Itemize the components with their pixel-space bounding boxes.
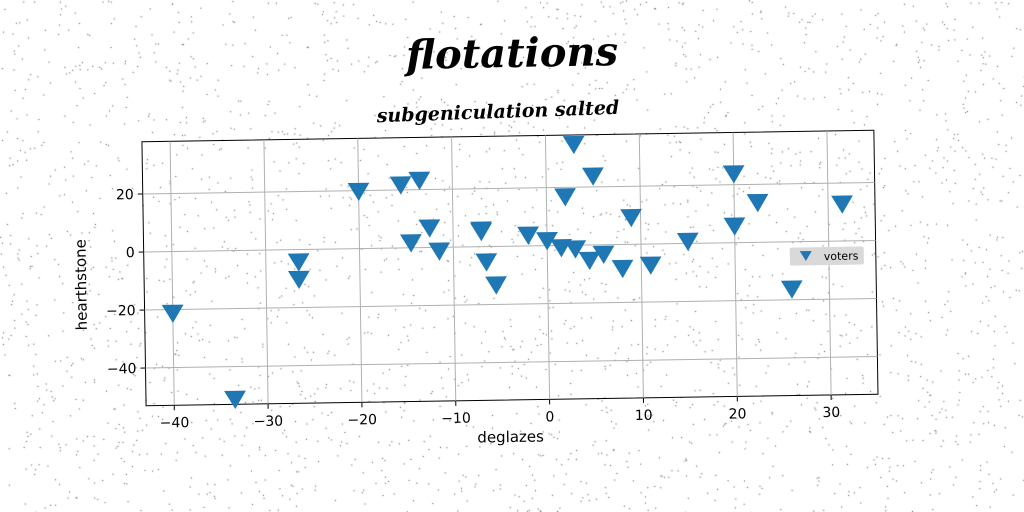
y-tick-label: 20 (116, 187, 134, 203)
data-point (578, 251, 601, 270)
data-point (550, 239, 573, 258)
x-tick-label: −40 (160, 415, 190, 431)
data-point (639, 256, 662, 275)
legend-label-voters: voters (824, 250, 859, 264)
data-point (831, 195, 853, 214)
grid-line-x (169, 141, 175, 406)
data-point (418, 219, 441, 238)
x-axis-ticks: −40 −30 −20 −10 0 10 20 30 (160, 394, 840, 432)
x-tick-label: 20 (728, 406, 746, 422)
grid-line-y (142, 181, 875, 195)
data-point (400, 234, 422, 253)
grid-line-y (145, 356, 878, 369)
data-point (592, 245, 615, 264)
grid-line-x (544, 135, 551, 400)
data-point (562, 135, 585, 155)
data-point (428, 242, 451, 261)
data-point (161, 304, 184, 323)
data-point (611, 259, 634, 279)
y-axis-label: hearthstone (71, 239, 90, 330)
x-tick-label: 0 (545, 409, 554, 425)
grid-line-x (263, 139, 269, 404)
grid-line-y (144, 298, 877, 311)
plot-area-frame (141, 129, 879, 407)
grid-line-x (451, 136, 457, 401)
data-point (224, 390, 246, 410)
data-point (389, 176, 412, 195)
y-tick-label: 0 (126, 245, 135, 261)
data-point (517, 226, 539, 245)
x-tick-label: 30 (822, 405, 840, 421)
data-point (620, 208, 642, 228)
data-point (564, 240, 587, 259)
data-point (746, 193, 769, 213)
data-points (161, 135, 853, 410)
data-point (581, 167, 604, 186)
x-tick-label: −30 (253, 414, 283, 430)
data-point (475, 253, 498, 272)
data-point (554, 188, 576, 207)
grid (142, 130, 878, 406)
data-point (470, 222, 492, 242)
y-tick-label: −40 (107, 361, 137, 377)
x-tick-label: −10 (441, 411, 471, 427)
data-point (676, 232, 699, 252)
data-point (723, 217, 746, 236)
data-point (408, 171, 431, 190)
grid-line-x (638, 133, 644, 398)
x-tick-label: 10 (635, 408, 653, 424)
grid-line-x (357, 138, 363, 403)
data-point (722, 165, 745, 184)
y-axis-ticks: −40 −20 0 20 (106, 187, 146, 378)
data-point (347, 182, 370, 202)
data-point (780, 280, 803, 299)
x-tick-label: −20 (347, 412, 377, 428)
grid-line-y (143, 239, 876, 253)
x-axis-label: deglazes (477, 427, 544, 446)
y-tick-label: −20 (106, 303, 136, 319)
data-point (287, 270, 310, 290)
data-point (287, 253, 310, 272)
legend-marker-voters (799, 250, 812, 262)
data-point (485, 276, 507, 295)
legend[interactable]: voters (789, 246, 864, 266)
